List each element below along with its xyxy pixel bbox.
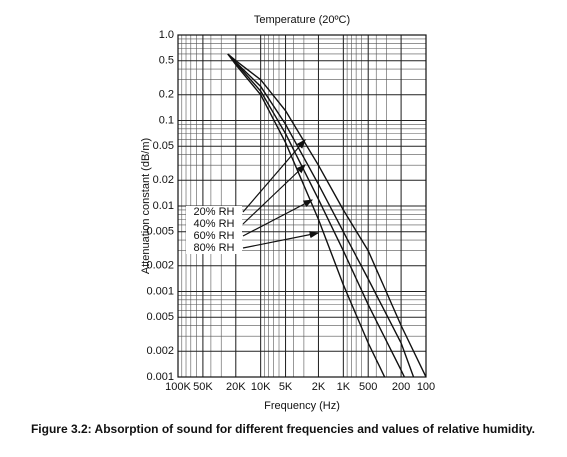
legend-label: 40% RH [194, 218, 235, 230]
y-axis-label: Attenuation constant (dB/m) [140, 138, 152, 274]
y-tick-label: 1.0 [159, 29, 174, 41]
caption: Figure 3.2: Absorption of sound for diff… [31, 422, 535, 436]
legend-arrow [242, 231, 320, 249]
legend-label: 80% RH [194, 242, 235, 254]
y-tick-label: 0.001 [146, 285, 174, 297]
x-tick-label: 500 [359, 381, 377, 393]
x-tick-label: 100K [165, 381, 191, 393]
x-tick-label: 10K [251, 381, 271, 393]
legend-arrow [242, 199, 314, 237]
x-tick-label: 20K [226, 381, 246, 393]
plot-frame [177, 34, 427, 378]
x-tick-label: 1K [337, 381, 351, 393]
series-line [227, 53, 426, 377]
x-tick-label: 200 [392, 381, 410, 393]
x-tick-label: 100 [417, 381, 435, 393]
y-tick-label: 0.1 [159, 114, 174, 126]
x-tick-label: 2K [312, 381, 326, 393]
legend-label: 60% RH [194, 230, 235, 242]
plot-area [227, 53, 426, 377]
label-bg [186, 230, 242, 242]
x-tick-label: 50K [193, 381, 213, 393]
y-tick-label: 0.01 [153, 200, 174, 212]
y-tick-label: 0.2 [159, 89, 174, 101]
series-line [227, 53, 386, 377]
x-tick-label: 5K [279, 381, 293, 393]
chart-title: Temperature (20ºC) [254, 14, 350, 26]
y-tick-label: 0.001 [146, 371, 174, 383]
x-axis-label: Frequency (Hz) [264, 400, 340, 412]
y-tick-label: 0.5 [159, 55, 174, 67]
label-bg [186, 218, 242, 230]
y-tick-label: 0.002 [146, 345, 174, 357]
y-tick-label: 0.002 [146, 260, 174, 272]
y-tick-label: 0.005 [146, 311, 174, 323]
legend-label: 20% RH [194, 206, 235, 218]
series-line [227, 53, 406, 377]
y-tick-label: 0.005 [146, 226, 174, 238]
legend-arrow [242, 164, 306, 225]
label-bg [186, 242, 242, 254]
label-bg [186, 206, 242, 218]
y-tick-label: 0.02 [153, 174, 174, 186]
series-line [227, 53, 415, 377]
legend-arrow [242, 139, 306, 213]
y-tick-label: 0.05 [153, 140, 174, 152]
